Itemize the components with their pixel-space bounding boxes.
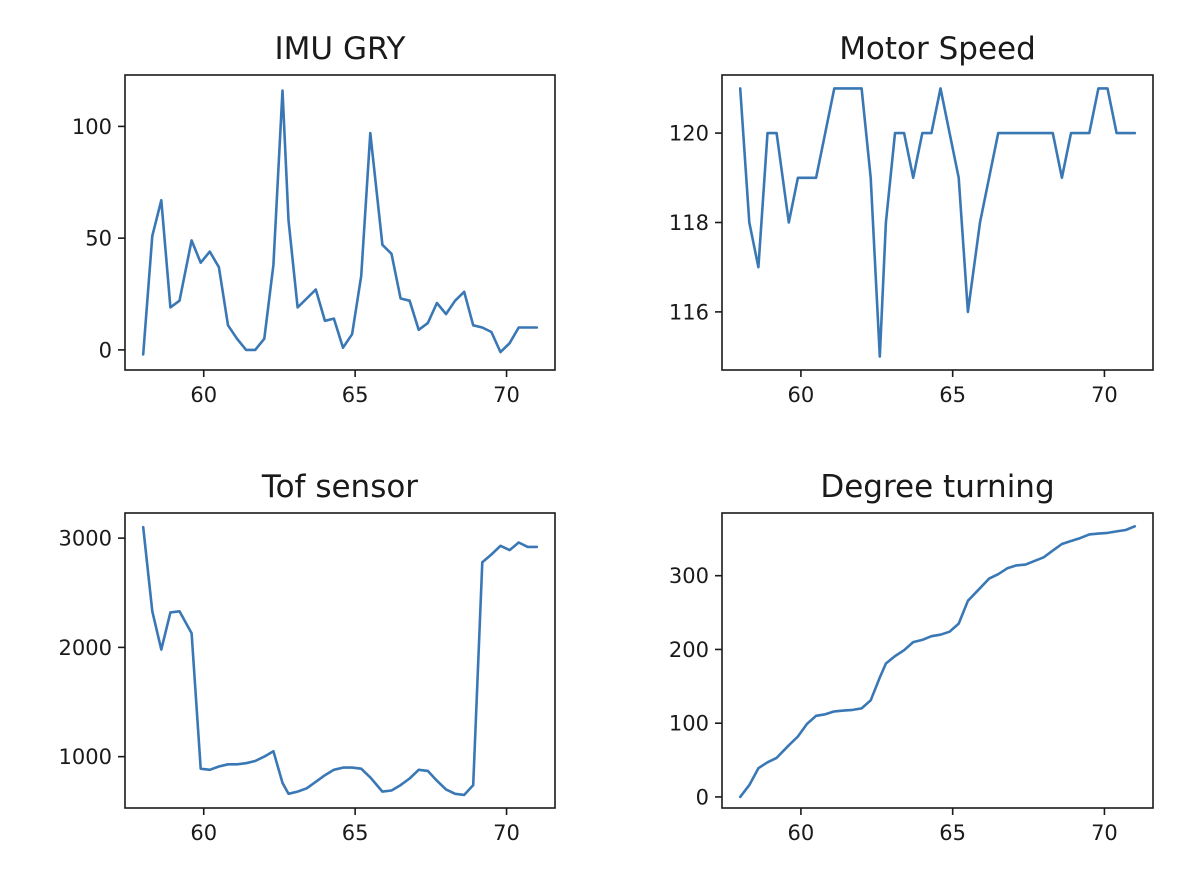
motor-speed-x-tick-label: 65: [939, 383, 966, 407]
tof-sensor-x-tick-label: 70: [493, 821, 520, 845]
degree-turning-y-tick-label: 300: [669, 564, 709, 588]
motor-speed-chart: Motor Speed 60 65 70 116 118 120: [669, 31, 1154, 407]
tof-sensor-x-tick-label: 60: [190, 821, 217, 845]
tof-sensor-y-tick-label: 3000: [59, 527, 112, 551]
tof-sensor-chart: Tof sensor 60 65 70 1000 2000 3000: [59, 469, 556, 845]
motor-speed-y-tick-label: 116: [669, 300, 709, 324]
tof-sensor-series-line: [141, 525, 539, 797]
degree-turning-x-tick-label: 60: [788, 821, 815, 845]
degree-turning-axes-frame: [721, 512, 1154, 809]
degree-turning-y-tick-label: 200: [669, 638, 709, 662]
tof-sensor-y-tick-label: 1000: [59, 745, 112, 769]
degree-turning-y-tick-label: 0: [696, 785, 709, 809]
motor-speed-x-tick-label: 60: [788, 383, 815, 407]
tof-sensor-axes-frame: [124, 512, 556, 809]
imu-gry-y-tick-label: 0: [99, 338, 112, 362]
imu-gry-title: IMU GRY: [275, 31, 406, 67]
motor-speed-x-tick-label: 70: [1091, 383, 1118, 407]
motor-speed-y-tick-label: 120: [669, 122, 709, 146]
degree-turning-chart: Degree turning 60 65 70 0 100 200 300: [669, 469, 1154, 845]
imu-gry-x-tick-label: 65: [342, 383, 369, 407]
degree-turning-series-line: [738, 524, 1137, 799]
degree-turning-title: Degree turning: [820, 469, 1054, 505]
motor-speed-axes-frame: [721, 74, 1154, 371]
tof-sensor-title: Tof sensor: [261, 469, 418, 505]
imu-gry-chart: IMU GRY 60 65 70 0 50 100: [72, 31, 556, 407]
degree-turning-x-tick-label: 65: [939, 821, 966, 845]
imu-gry-x-tick-label: 60: [190, 383, 217, 407]
tof-sensor-y-tick-label: 2000: [59, 636, 112, 660]
tof-sensor-x-tick-label: 65: [342, 821, 369, 845]
imu-gry-x-tick-label: 70: [493, 383, 520, 407]
motor-speed-title: Motor Speed: [839, 31, 1036, 67]
imu-gry-axes-frame: [124, 74, 556, 371]
imu-gry-series-line: [141, 89, 539, 356]
degree-turning-y-tick-label: 100: [669, 712, 709, 736]
imu-gry-y-tick-label: 50: [85, 227, 112, 251]
motor-speed-y-tick-label: 118: [669, 211, 709, 235]
motor-speed-series-line: [738, 87, 1137, 358]
imu-gry-y-tick-label: 100: [72, 115, 112, 139]
degree-turning-x-tick-label: 70: [1091, 821, 1118, 845]
